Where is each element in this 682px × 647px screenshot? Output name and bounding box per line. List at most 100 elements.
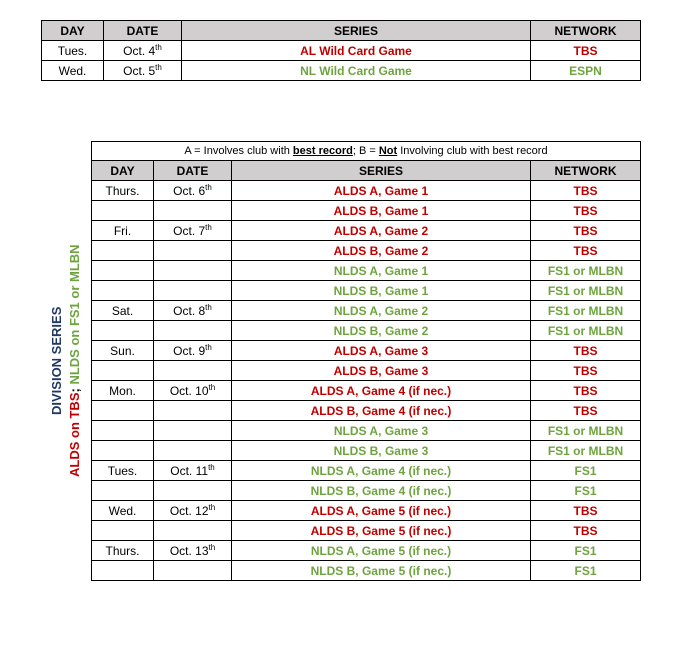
cell-series: NLDS A, Game 4 (if nec.) xyxy=(232,461,531,481)
cell-date xyxy=(154,321,232,341)
cell-day xyxy=(92,441,154,461)
col-day: DAY xyxy=(42,21,104,41)
cell-day xyxy=(92,421,154,441)
cell-network: FS1 or MLBN xyxy=(531,321,641,341)
cell-date xyxy=(154,281,232,301)
cell-date xyxy=(154,401,232,421)
cell-network: TBS xyxy=(531,521,641,541)
cell-series: ALDS B, Game 3 xyxy=(232,361,531,381)
cell-day xyxy=(92,401,154,421)
legend-b-tail: Involving club with best record xyxy=(397,145,547,157)
division-table: DAY DATE SERIES NETWORK Thurs.Oct. 6thAL… xyxy=(91,160,641,581)
cell-network: TBS xyxy=(531,181,641,201)
cell-series: NLDS B, Game 3 xyxy=(232,441,531,461)
cell-day xyxy=(92,361,154,381)
cell-day xyxy=(92,201,154,221)
cell-series: ALDS A, Game 4 (if nec.) xyxy=(232,381,531,401)
table-row: Sat.Oct. 8thNLDS A, Game 2FS1 or MLBN xyxy=(92,301,641,321)
cell-day: Wed. xyxy=(42,61,104,81)
side-sep: ; xyxy=(67,385,82,393)
cell-series: NLDS B, Game 1 xyxy=(232,281,531,301)
table-row: NLDS B, Game 5 (if nec.)FS1 xyxy=(92,561,641,581)
cell-network: FS1 or MLBN xyxy=(531,261,641,281)
cell-network: TBS xyxy=(531,401,641,421)
table-header-row: DAY DATE SERIES NETWORK xyxy=(92,161,641,181)
table-row: NLDS A, Game 1FS1 or MLBN xyxy=(92,261,641,281)
cell-series: NLDS A, Game 1 xyxy=(232,261,531,281)
cell-day xyxy=(92,241,154,261)
cell-network: FS1 xyxy=(531,461,641,481)
cell-series: ALDS B, Game 4 (if nec.) xyxy=(232,401,531,421)
cell-series: NLDS A, Game 3 xyxy=(232,421,531,441)
table-row: Fri.Oct. 7thALDS A, Game 2TBS xyxy=(92,221,641,241)
table-row: Mon.Oct. 10thALDS A, Game 4 (if nec.)TBS xyxy=(92,381,641,401)
cell-date: Oct. 8th xyxy=(154,301,232,321)
cell-series: AL Wild Card Game xyxy=(182,41,531,61)
col-day: DAY xyxy=(92,161,154,181)
cell-series: ALDS B, Game 2 xyxy=(232,241,531,261)
col-series: SERIES xyxy=(232,161,531,181)
table-row: NLDS B, Game 3FS1 or MLBN xyxy=(92,441,641,461)
table-row: Tues.Oct. 4thAL Wild Card GameTBS xyxy=(42,41,641,61)
cell-date: Oct. 7th xyxy=(154,221,232,241)
cell-day xyxy=(92,281,154,301)
table-row: Sun.Oct. 9thALDS A, Game 3TBS xyxy=(92,341,641,361)
table-row: ALDS B, Game 4 (if nec.)TBS xyxy=(92,401,641,421)
table-row: NLDS B, Game 1FS1 or MLBN xyxy=(92,281,641,301)
table-header-row: DAY DATE SERIES NETWORK xyxy=(42,21,641,41)
division-side-label: DIVISION SERIES ALDS on TBS; NLDS on FS1… xyxy=(41,141,91,581)
cell-day: Tues. xyxy=(92,461,154,481)
table-row: NLDS A, Game 3FS1 or MLBN xyxy=(92,421,641,441)
cell-network: FS1 or MLBN xyxy=(531,281,641,301)
table-row: NLDS B, Game 2FS1 or MLBN xyxy=(92,321,641,341)
cell-network: FS1 xyxy=(531,481,641,501)
cell-date xyxy=(154,261,232,281)
cell-day: Sun. xyxy=(92,341,154,361)
legend-a-pre: A = Involves club with xyxy=(184,145,293,157)
cell-day xyxy=(92,261,154,281)
cell-series: ALDS A, Game 1 xyxy=(232,181,531,201)
cell-date xyxy=(154,441,232,461)
cell-day: Mon. xyxy=(92,381,154,401)
cell-network: FS1 or MLBN xyxy=(531,301,641,321)
legend-a-bold: best record xyxy=(293,145,353,157)
cell-date: Oct. 4th xyxy=(104,41,182,61)
cell-date xyxy=(154,201,232,221)
table-row: Tues.Oct. 11thNLDS A, Game 4 (if nec.)FS… xyxy=(92,461,641,481)
cell-date xyxy=(154,421,232,441)
col-network: NETWORK xyxy=(531,21,641,41)
col-series: SERIES xyxy=(182,21,531,41)
cell-date xyxy=(154,361,232,381)
cell-date xyxy=(154,521,232,541)
cell-date: Oct. 10th xyxy=(154,381,232,401)
table-row: NLDS B, Game 4 (if nec.)FS1 xyxy=(92,481,641,501)
table-row: Thurs.Oct. 13thNLDS A, Game 5 (if nec.)F… xyxy=(92,541,641,561)
cell-day: Thurs. xyxy=(92,181,154,201)
cell-date xyxy=(154,241,232,261)
cell-network: FS1 xyxy=(531,561,641,581)
cell-date xyxy=(154,481,232,501)
cell-day xyxy=(92,561,154,581)
cell-series: ALDS B, Game 5 (if nec.) xyxy=(232,521,531,541)
cell-network: TBS xyxy=(531,381,641,401)
col-network: NETWORK xyxy=(531,161,641,181)
cell-day xyxy=(92,521,154,541)
cell-network: FS1 or MLBN xyxy=(531,441,641,461)
table-row: ALDS B, Game 5 (if nec.)TBS xyxy=(92,521,641,541)
cell-network: TBS xyxy=(531,41,641,61)
table-row: ALDS B, Game 1TBS xyxy=(92,201,641,221)
cell-network: FS1 xyxy=(531,541,641,561)
cell-day: Sat. xyxy=(92,301,154,321)
side-title: DIVISION SERIES xyxy=(49,307,64,415)
legend-bar: A = Involves club with best record; B = … xyxy=(91,141,641,160)
legend-b-bold: Not xyxy=(379,145,397,157)
division-table-box: A = Involves club with best record; B = … xyxy=(91,141,641,581)
cell-day: Thurs. xyxy=(92,541,154,561)
cell-series: ALDS A, Game 5 (if nec.) xyxy=(232,501,531,521)
cell-day xyxy=(92,481,154,501)
cell-series: NL Wild Card Game xyxy=(182,61,531,81)
legend-sep: ; B = xyxy=(353,145,379,157)
cell-series: NLDS B, Game 5 (if nec.) xyxy=(232,561,531,581)
division-section: DIVISION SERIES ALDS on TBS; NLDS on FS1… xyxy=(41,141,641,581)
cell-day: Fri. xyxy=(92,221,154,241)
